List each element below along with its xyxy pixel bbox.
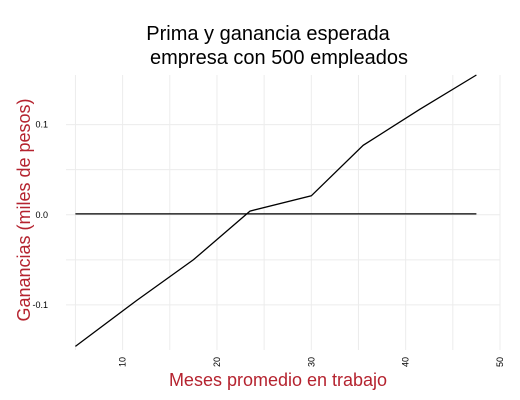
series-line-1: [75, 74, 477, 347]
chart-title-line-1: Prima y ganancia esperada: [146, 23, 390, 45]
y-tick-label: -0.1: [32, 300, 48, 310]
y-axis-label: Ganancias (miles de pesos): [14, 98, 34, 321]
x-tick-label: 10: [118, 357, 128, 367]
x-tick-label: 20: [212, 357, 222, 367]
tick-labels: -0.1 0.0 0.1 10 20 30 40 50: [32, 120, 505, 367]
x-tick-label: 50: [495, 357, 505, 367]
series-layer: [75, 74, 477, 347]
y-tick-label: 0.0: [35, 210, 48, 220]
chart-title-line-2: empresa con 500 empleados: [150, 47, 408, 69]
y-tick-label: 0.1: [35, 120, 48, 130]
x-tick-label: 30: [306, 357, 316, 367]
x-tick-label: 40: [401, 357, 411, 367]
x-axis-label: Meses promedio en trabajo: [169, 370, 387, 390]
grid: [66, 75, 501, 350]
